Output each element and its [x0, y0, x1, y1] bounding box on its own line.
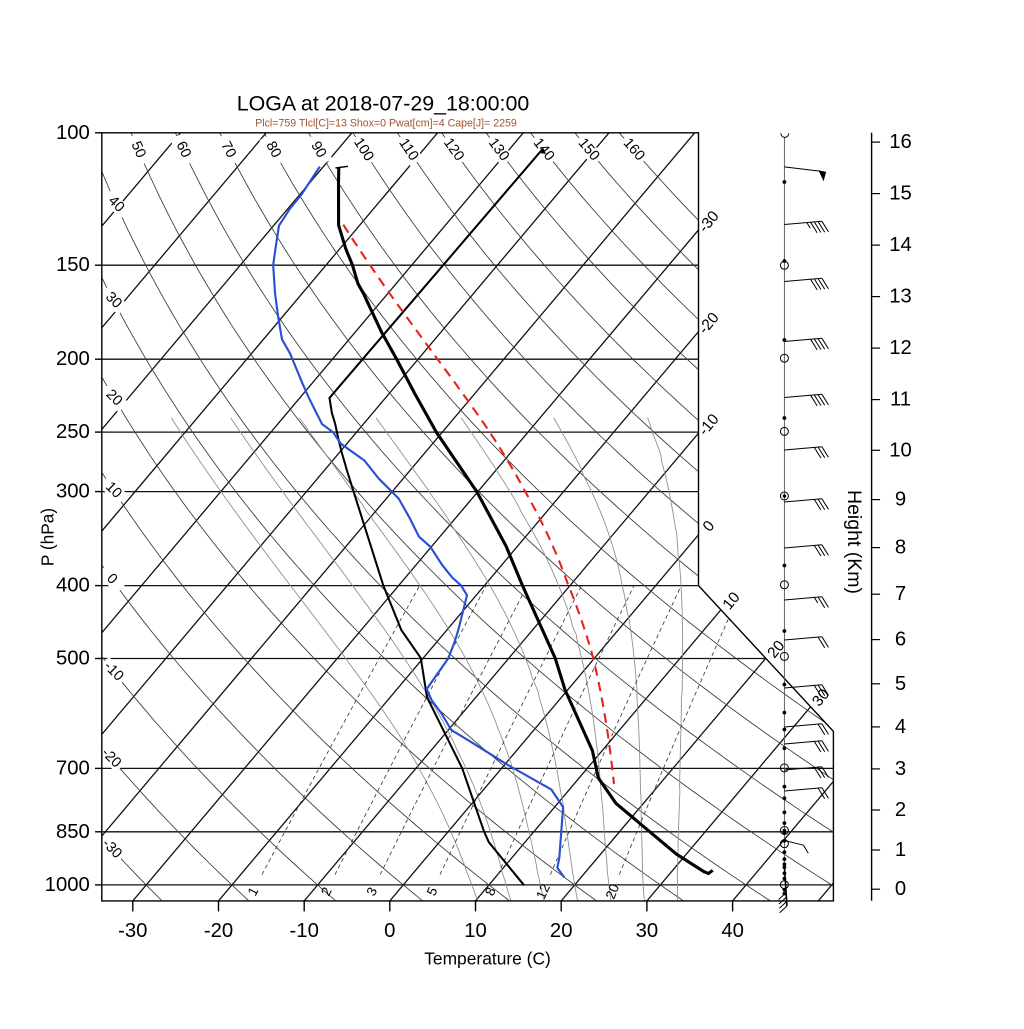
svg-text:10: 10 [464, 920, 487, 942]
svg-text:3: 3 [895, 758, 906, 780]
svg-text:1: 1 [895, 839, 906, 861]
svg-text:250: 250 [56, 421, 90, 443]
svg-text:12: 12 [889, 337, 912, 359]
svg-text:14: 14 [889, 234, 912, 256]
svg-text:200: 200 [56, 348, 90, 370]
svg-text:0: 0 [384, 920, 395, 942]
svg-text:Height (Km): Height (Km) [843, 490, 865, 594]
svg-text:30: 30 [636, 920, 659, 942]
svg-text:90: 90 [307, 139, 329, 161]
svg-text:20: 20 [603, 882, 623, 902]
svg-text:2: 2 [895, 799, 906, 821]
svg-text:5: 5 [895, 673, 906, 695]
svg-text:300: 300 [56, 481, 90, 503]
svg-text:100: 100 [56, 122, 90, 144]
svg-text:-20: -20 [204, 920, 233, 942]
svg-text:0: 0 [895, 878, 906, 900]
svg-text:15: 15 [889, 183, 912, 205]
svg-text:50: 50 [128, 139, 149, 160]
svg-text:400: 400 [56, 575, 90, 597]
svg-text:-30: -30 [118, 920, 147, 942]
svg-text:500: 500 [56, 648, 90, 670]
svg-text:8: 8 [895, 537, 906, 559]
svg-text:-10: -10 [290, 920, 319, 942]
svg-text:P (hPa): P (hPa) [38, 508, 58, 566]
svg-text:80: 80 [262, 139, 284, 161]
svg-text:LOGA at 2018-07-29_18:00:00: LOGA at 2018-07-29_18:00:00 [237, 92, 530, 116]
svg-text:40: 40 [721, 920, 744, 942]
svg-text:6: 6 [895, 629, 906, 651]
svg-text:Temperature (C): Temperature (C) [424, 949, 551, 969]
svg-text:12: 12 [533, 882, 553, 902]
svg-text:20: 20 [550, 920, 573, 942]
svg-text:Plcl=759 Tlcl[C]=13 Shox=0 Pwa: Plcl=759 Tlcl[C]=13 Shox=0 Pwat[cm]=4 Ca… [255, 118, 517, 130]
svg-text:16: 16 [889, 131, 912, 153]
svg-text:150: 150 [56, 254, 90, 276]
svg-text:13: 13 [889, 286, 912, 308]
svg-text:4: 4 [895, 716, 906, 738]
svg-text:10: 10 [889, 439, 912, 461]
svg-text:850: 850 [56, 821, 90, 843]
svg-text:1000: 1000 [45, 874, 90, 896]
svg-text:700: 700 [56, 757, 90, 779]
svg-text:60: 60 [172, 139, 193, 160]
svg-text:11: 11 [890, 389, 911, 411]
svg-text:70: 70 [217, 139, 239, 161]
svg-text:9: 9 [895, 489, 906, 511]
svg-text:7: 7 [895, 583, 906, 605]
